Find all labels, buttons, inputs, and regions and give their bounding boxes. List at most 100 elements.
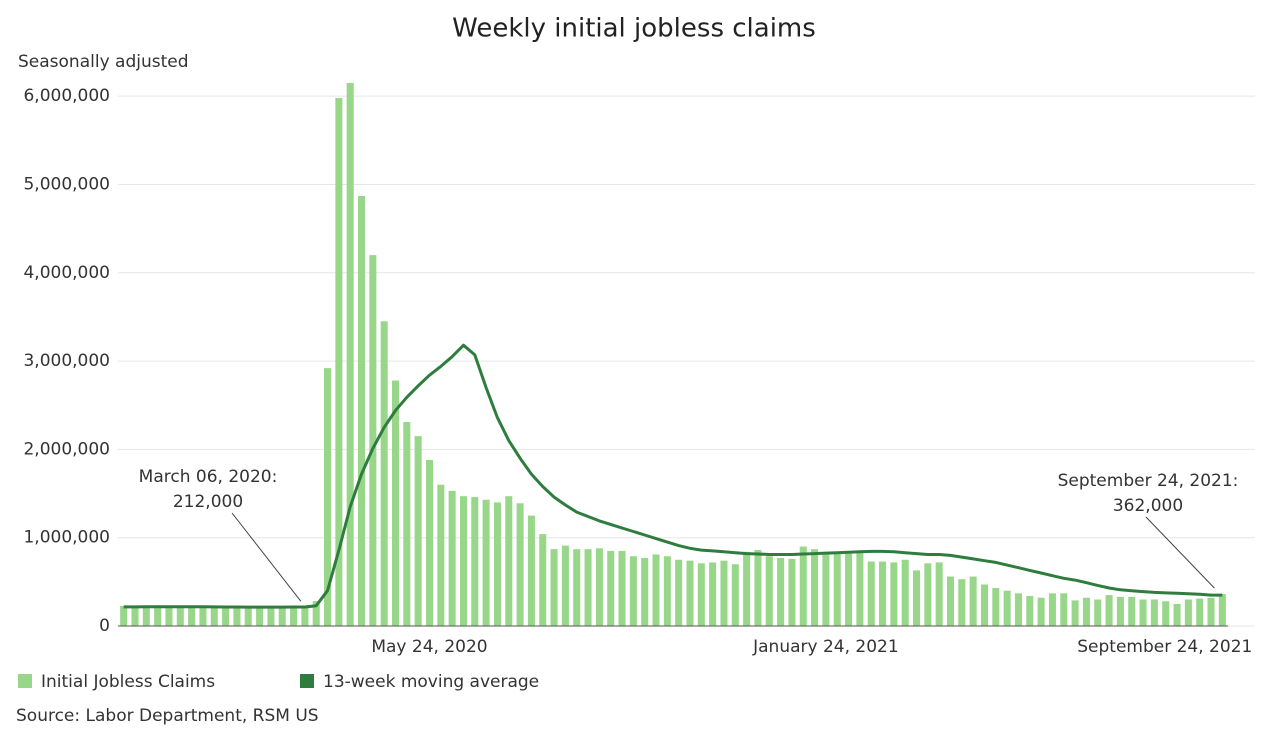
bar <box>448 490 456 626</box>
bar <box>686 560 694 626</box>
bar <box>607 550 615 626</box>
bar <box>539 534 547 626</box>
bar <box>1218 594 1226 626</box>
bar <box>1014 593 1022 626</box>
bar <box>414 436 422 626</box>
annotation-text: March 06, 2020: <box>139 467 278 487</box>
bar <box>210 607 218 626</box>
bar <box>471 497 479 626</box>
bar <box>946 576 955 626</box>
bar <box>176 606 184 626</box>
bar <box>358 195 366 627</box>
bar <box>142 606 150 626</box>
bar <box>459 496 467 626</box>
bar <box>256 607 264 626</box>
bar <box>833 553 841 626</box>
bar <box>346 82 354 626</box>
bar <box>1173 603 1181 626</box>
x-tick-label: September 24, 2021 <box>1077 637 1252 657</box>
legend-swatch <box>18 674 32 688</box>
bar <box>573 549 581 626</box>
bar <box>188 607 196 626</box>
bar <box>505 496 513 626</box>
bar <box>527 515 535 626</box>
bar <box>641 558 649 626</box>
bar <box>131 607 139 626</box>
bar <box>1071 600 1079 626</box>
bar <box>788 558 796 626</box>
bar <box>1026 595 1034 626</box>
legend-swatch <box>300 674 314 688</box>
bar <box>335 97 343 626</box>
bar <box>165 606 173 626</box>
bar <box>992 588 1000 626</box>
chart-title: Weekly initial jobless claims <box>452 14 816 44</box>
bar <box>901 559 909 626</box>
bar <box>425 459 433 626</box>
x-tick-label: January 24, 2021 <box>752 637 899 657</box>
x-tick-label: May 24, 2020 <box>371 637 487 657</box>
bar <box>1184 599 1192 626</box>
bar <box>1105 595 1113 626</box>
bar <box>1082 597 1090 626</box>
bar <box>233 607 241 626</box>
bar <box>720 560 728 626</box>
bar <box>222 608 230 626</box>
bar <box>1162 601 1170 626</box>
bar <box>958 579 966 626</box>
bar <box>1207 597 1215 626</box>
bar <box>324 368 332 626</box>
bar <box>278 606 286 626</box>
y-tick-label: 3,000,000 <box>23 351 110 371</box>
bar <box>1003 590 1011 626</box>
bar <box>663 556 671 626</box>
bar <box>584 549 592 626</box>
y-tick-label: 4,000,000 <box>23 263 110 283</box>
bar <box>595 548 603 626</box>
bar <box>369 255 377 626</box>
bar <box>890 562 898 626</box>
subtitle: Seasonally adjusted <box>18 52 189 72</box>
bar <box>879 561 887 626</box>
bar <box>267 606 275 626</box>
bar <box>1139 599 1147 626</box>
bar <box>312 601 320 626</box>
bar <box>437 484 445 626</box>
bar <box>799 546 807 626</box>
bar <box>154 605 162 626</box>
bar <box>629 556 637 626</box>
moving-average-line <box>123 343 1223 609</box>
y-tick-label: 2,000,000 <box>23 439 110 459</box>
bar <box>675 559 683 626</box>
bar <box>697 563 705 626</box>
bar <box>765 556 773 626</box>
bar <box>244 606 252 626</box>
bar <box>482 499 490 626</box>
bar <box>754 550 762 626</box>
bar <box>380 321 388 626</box>
source: Source: Labor Department, RSM US <box>16 706 319 726</box>
bar <box>1128 596 1136 626</box>
bar <box>867 561 875 626</box>
bar <box>856 551 864 626</box>
bar <box>403 422 411 626</box>
bar <box>301 607 309 626</box>
bar <box>969 576 977 626</box>
y-tick-label: 6,000,000 <box>23 86 110 106</box>
bar <box>822 552 830 626</box>
bar <box>845 551 853 626</box>
bar <box>731 564 739 626</box>
y-tick-label: 1,000,000 <box>23 528 110 548</box>
bar <box>811 549 819 626</box>
bar <box>1037 597 1045 626</box>
annotation-text: September 24, 2021: <box>1058 471 1239 491</box>
legend-label: 13-week moving average <box>323 672 539 692</box>
bar <box>1116 596 1124 626</box>
bar <box>1150 599 1158 626</box>
bar <box>652 554 660 626</box>
bar <box>913 570 921 626</box>
bar <box>493 502 501 626</box>
bar <box>924 563 932 626</box>
bar <box>561 545 569 626</box>
bar <box>618 550 626 626</box>
